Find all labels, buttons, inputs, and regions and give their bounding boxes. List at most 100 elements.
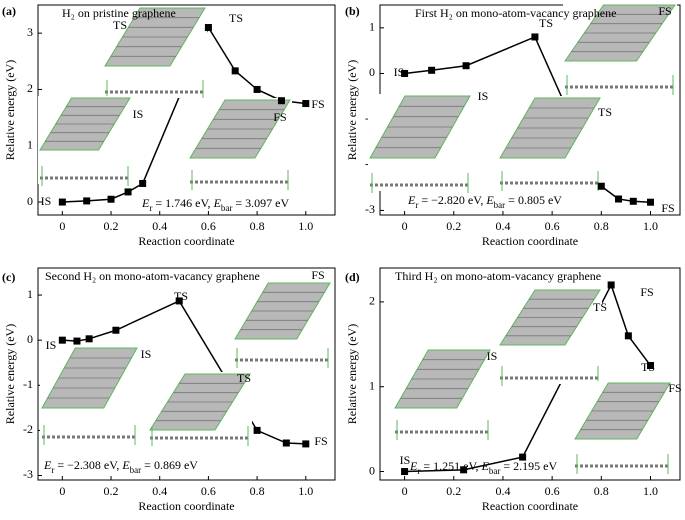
data-point — [462, 62, 470, 70]
data-point — [597, 182, 605, 190]
y-tick-label: 1 — [369, 378, 375, 392]
x-tick-label: 0.6 — [201, 484, 216, 498]
x-tick-label: 0.4 — [152, 219, 167, 233]
subscript: bar — [494, 200, 506, 210]
x-tick-label: 0.8 — [594, 484, 609, 498]
y-tick-label: -3 — [365, 202, 375, 216]
data-point — [58, 336, 66, 344]
annotation: IS — [478, 89, 489, 103]
subscript: r — [415, 200, 418, 210]
data-point — [531, 33, 539, 41]
data-point — [85, 335, 93, 343]
x-tick-label: 0.4 — [495, 219, 510, 233]
annotation: FS — [311, 97, 324, 111]
x-tick-label: 0 — [402, 484, 408, 498]
panel-title: Second H₂ on mono-atom-vacancy graphene — [45, 269, 260, 283]
data-point — [302, 100, 310, 108]
note-text: = 0.805 eV — [505, 193, 562, 207]
energy-line — [62, 25, 306, 203]
x-tick-label: 1.0 — [298, 484, 313, 498]
note-text: = −2.308 eV, — [54, 458, 122, 472]
y-tick-label: 3 — [27, 25, 33, 39]
data-point — [624, 332, 632, 340]
y-tick-label: 0 — [369, 65, 375, 79]
annotation: TS — [593, 300, 607, 314]
data-point — [519, 453, 527, 461]
annotation: FS — [661, 201, 674, 215]
data-point — [401, 468, 409, 476]
x-tick-label: 0 — [59, 484, 65, 498]
x-tick-label: 0 — [59, 219, 65, 233]
annotation: IS — [133, 107, 144, 121]
data-point — [231, 67, 239, 75]
annotation: FS — [314, 434, 327, 448]
annotation: TS — [641, 360, 655, 374]
x-tick-label: 1.0 — [643, 219, 658, 233]
panel-title: Third H₂ on mono-atom-vacancy graphene — [395, 269, 601, 283]
annotation: IS — [46, 338, 57, 352]
annotation: TS — [174, 289, 188, 303]
annotation: IS — [41, 194, 52, 208]
subscript: bar — [221, 203, 233, 213]
x-tick-label: 1.0 — [643, 484, 658, 498]
annotation: FS — [668, 381, 681, 395]
data-point — [615, 195, 623, 203]
energy-note: Er = 1.251 eV, Ebar = 2.195 eV — [409, 459, 558, 476]
panel-title: H₂ on pristine graphene — [62, 6, 176, 20]
y-tick-label: 0 — [27, 194, 33, 208]
annotation: TS — [598, 105, 612, 119]
y-tick-label: 0 — [369, 463, 375, 477]
annotation: FS — [311, 268, 324, 282]
annotation: FS — [658, 4, 671, 18]
data-point — [629, 197, 637, 205]
x-tick-label: 0.2 — [446, 219, 461, 233]
data-point — [83, 197, 91, 205]
data-point — [58, 198, 66, 206]
x-tick-label: 0.6 — [545, 484, 560, 498]
x-tick-label: 0.8 — [250, 219, 265, 233]
y-tick-label: 0 — [27, 332, 33, 346]
symbol: E — [409, 459, 418, 473]
data-point — [460, 466, 468, 474]
x-axis-label: Reaction coordinate — [482, 234, 578, 248]
data-point — [282, 439, 290, 447]
y-tick-label: -3 — [23, 467, 33, 481]
data-point — [124, 188, 132, 196]
symbol: E — [485, 193, 494, 207]
panel-label: (c) — [2, 270, 15, 284]
data-point — [204, 24, 212, 32]
x-tick-label: 0.4 — [152, 484, 167, 498]
x-tick-label: 0.2 — [446, 484, 461, 498]
symbol: E — [407, 193, 416, 207]
x-axis-label: Reaction coordinate — [138, 499, 234, 513]
note-text: = −2.820 eV, — [418, 193, 486, 207]
y-tick-label: 1 — [27, 138, 33, 152]
symbol: E — [481, 459, 490, 473]
panel-label: (d) — [345, 270, 360, 284]
data-point — [607, 281, 615, 289]
data-point — [107, 195, 115, 203]
y-tick-label: 1 — [27, 287, 33, 301]
subscript: bar — [489, 466, 501, 476]
data-point — [253, 85, 261, 93]
note-text: = 1.251 eV, — [420, 459, 481, 473]
y-axis-label: Relative energy (eV) — [345, 324, 359, 424]
annotation: IS — [487, 349, 498, 363]
x-tick-label: 0.4 — [495, 484, 510, 498]
subscript: bar — [130, 465, 142, 475]
data-point — [175, 297, 183, 305]
data-point — [401, 69, 409, 77]
y-tick-label: 2 — [27, 81, 33, 95]
x-tick-label: 0.2 — [104, 484, 119, 498]
annotation: IS — [141, 347, 152, 361]
symbol: E — [141, 196, 150, 210]
data-point — [253, 426, 261, 434]
data-point — [277, 97, 285, 105]
annotation: TS — [539, 16, 553, 30]
note-text: = 3.097 eV — [232, 196, 289, 210]
x-tick-label: 0.8 — [250, 484, 265, 498]
x-tick-label: 0.2 — [104, 219, 119, 233]
y-tick-label: -1 — [23, 377, 33, 391]
data-point — [73, 337, 81, 345]
